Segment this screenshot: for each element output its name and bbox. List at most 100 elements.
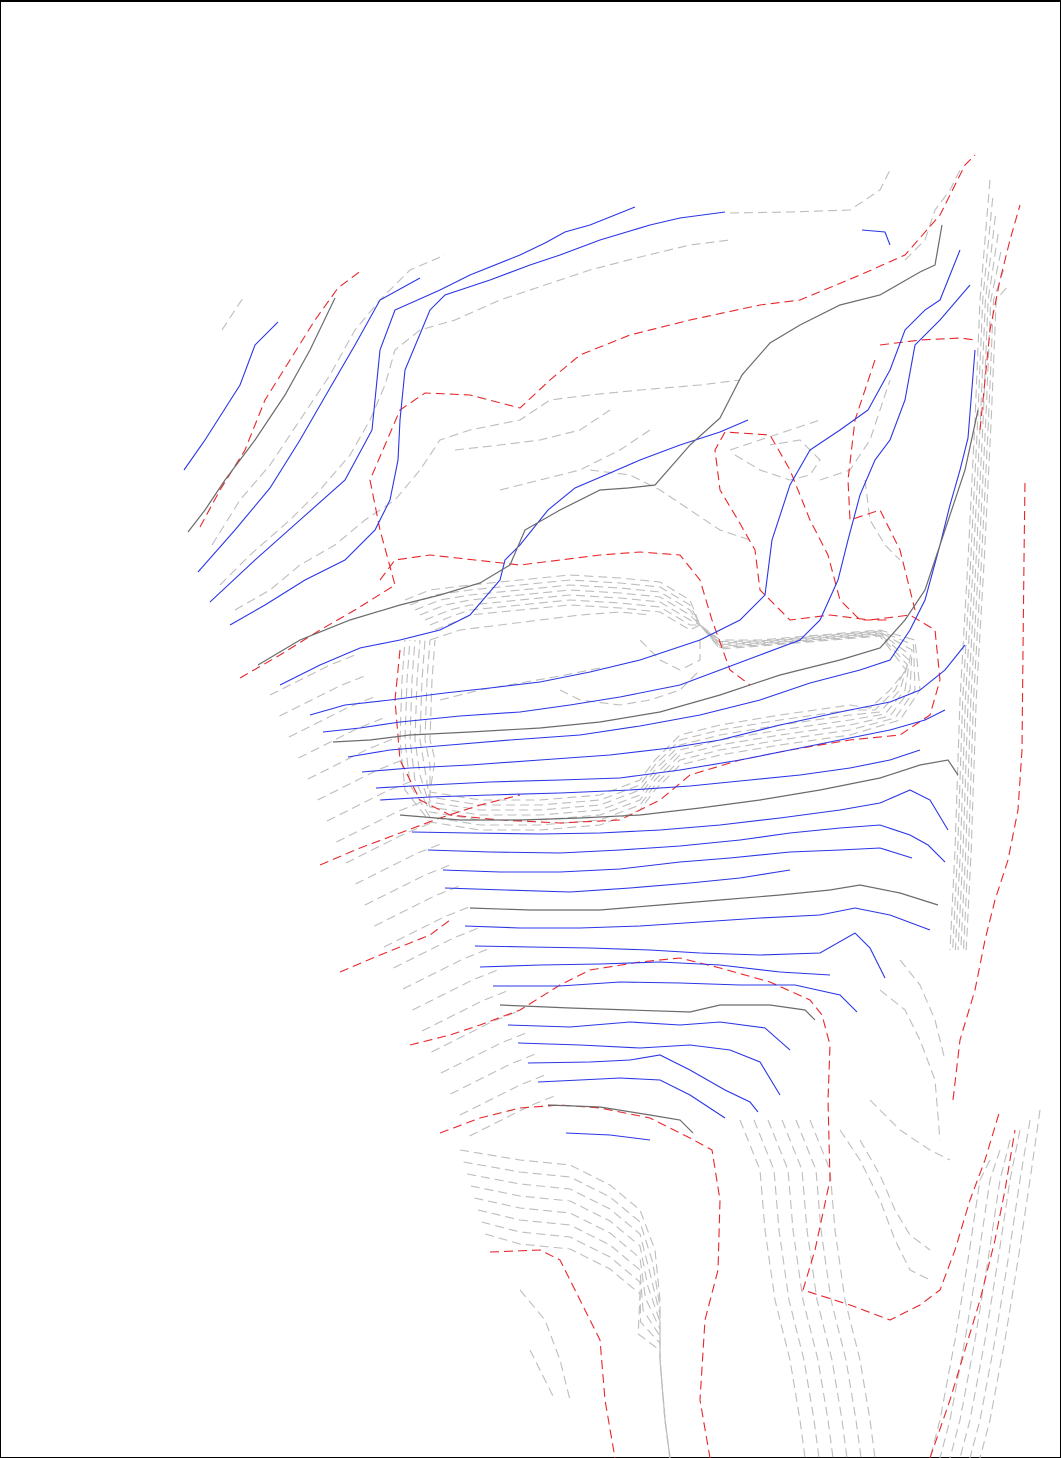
proposed-index-contour-5 — [469, 884, 939, 911]
existing-index-contour-3 — [379, 551, 751, 686]
existing-contour-78 — [869, 1099, 951, 1161]
existing-contour-7 — [589, 469, 751, 541]
existing-index-contour-13 — [952, 479, 1026, 1101]
existing-contour-55 — [969, 1119, 1031, 1458]
existing-index-contour-10 — [847, 359, 916, 611]
existing-contour-30 — [317, 759, 403, 801]
existing-contour-40 — [412, 969, 498, 1011]
existing-contour-33 — [345, 822, 432, 864]
existing-contour-48 — [952, 197, 994, 951]
existing-contour-79 — [879, 989, 941, 1141]
existing-index-contours — [199, 154, 1026, 1458]
existing-contour-15 — [404, 579, 916, 826]
existing-contour-75 — [529, 1349, 556, 1401]
proposed-contour-6 — [309, 249, 961, 716]
proposed-contour-17 — [474, 932, 886, 979]
existing-contour-14 — [399, 574, 921, 831]
existing-contour-13 — [864, 479, 901, 561]
existing-contour-51 — [960, 251, 1002, 951]
proposed-contour-21 — [517, 1042, 781, 1096]
existing-contour-60 — [459, 1149, 671, 1458]
existing-contour-16 — [409, 584, 913, 821]
existing-contour-57 — [949, 1139, 1011, 1458]
existing-contour-50 — [957, 233, 999, 951]
existing-index-contour-11 — [879, 337, 976, 346]
existing-contour-19 — [424, 599, 909, 806]
proposed-contour-11 — [379, 749, 921, 801]
proposed-contour-22 — [527, 1054, 759, 1113]
proposed-index-contour-6 — [499, 1004, 816, 1021]
proposed-contour-10 — [375, 709, 946, 789]
existing-contour-36 — [374, 885, 460, 927]
existing-contour-54 — [979, 1109, 1041, 1458]
existing-contour-31 — [326, 780, 413, 822]
existing-contour-35 — [364, 864, 451, 906]
existing-contour-41 — [421, 990, 508, 1032]
existing-contour-23 — [559, 669, 701, 706]
existing-contour-72 — [795, 1119, 862, 1458]
existing-contour-71 — [781, 1119, 848, 1458]
proposed-index-contour-4 — [399, 759, 959, 821]
existing-contour-3 — [219, 239, 731, 586]
existing-contour-73 — [809, 1119, 876, 1458]
existing-contour-46 — [469, 1095, 555, 1137]
existing-contour-26 — [279, 675, 365, 717]
existing-minor-contours — [211, 169, 1041, 1458]
existing-index-contour-9 — [489, 1249, 616, 1458]
existing-index-contour-6 — [339, 919, 451, 973]
proposed-contour-24 — [565, 1132, 651, 1141]
existing-contour-49 — [954, 215, 996, 951]
proposed-index-contour-7 — [547, 1104, 694, 1134]
existing-contour-70 — [767, 1119, 834, 1458]
existing-index-contour-2 — [239, 154, 976, 679]
existing-contour-39 — [402, 948, 489, 990]
existing-contour-25 — [269, 654, 356, 696]
proposed-contour-18 — [479, 961, 831, 976]
existing-contour-65 — [477, 1209, 671, 1458]
existing-contour-4 — [234, 379, 741, 611]
existing-contour-77 — [859, 1139, 931, 1251]
existing-contour-52 — [962, 269, 1005, 951]
proposed-contour-4 — [229, 211, 726, 626]
existing-contour-38 — [393, 927, 479, 969]
proposed-index-contour-2 — [257, 224, 943, 666]
existing-contour-47 — [949, 179, 991, 951]
existing-index-contour-5 — [319, 794, 521, 866]
existing-contour-6 — [904, 169, 961, 261]
proposed-contour-19 — [493, 981, 858, 1013]
existing-index-contour-14 — [929, 1129, 1016, 1458]
existing-contour-9 — [454, 409, 611, 451]
existing-contour-2 — [211, 254, 446, 546]
proposed-contour-20 — [507, 1021, 791, 1051]
proposed-contour-14 — [442, 847, 913, 873]
proposed-contour-2 — [197, 277, 421, 573]
existing-contour-68 — [739, 1119, 806, 1458]
existing-index-contour-8 — [439, 1104, 721, 1458]
existing-contour-61 — [463, 1161, 671, 1458]
existing-contour-11 — [734, 439, 821, 481]
existing-contour-12 — [819, 379, 891, 481]
existing-contour-8 — [499, 429, 651, 491]
existing-contour-42 — [431, 1011, 517, 1053]
existing-contour-74 — [519, 1289, 571, 1401]
existing-index-contour-4 — [394, 431, 941, 824]
existing-contour-20 — [429, 604, 907, 801]
existing-contour-45 — [459, 1074, 546, 1116]
existing-contour-21 — [429, 611, 651, 641]
existing-contour-66 — [481, 1221, 671, 1458]
proposed-contour-3 — [209, 206, 636, 603]
existing-contour-27 — [288, 696, 375, 738]
proposed-contour-5 — [279, 419, 749, 686]
proposed-contour-15 — [444, 869, 791, 893]
existing-contour-43 — [440, 1032, 527, 1074]
existing-contour-67 — [485, 1233, 671, 1458]
proposed-index-contours — [187, 224, 979, 1134]
proposed-contour-13 — [427, 824, 946, 863]
proposed-contour-23 — [537, 1077, 726, 1119]
existing-contour-44 — [450, 1053, 536, 1095]
existing-contour-1 — [221, 294, 246, 331]
proposed-contour-7 — [322, 284, 971, 733]
existing-contour-59 — [929, 1159, 991, 1458]
existing-index-contour-1 — [199, 269, 363, 528]
